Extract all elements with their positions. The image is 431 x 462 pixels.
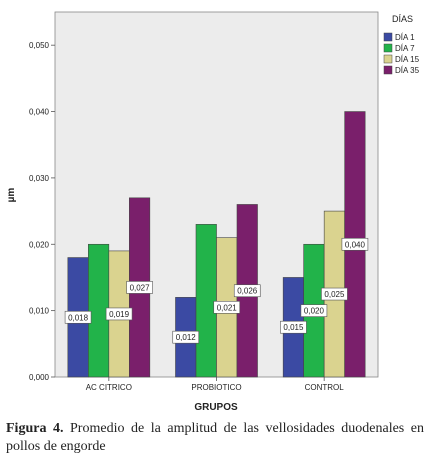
y-tick-label: 0,010 [29,307,50,316]
data-label-box [172,330,200,344]
data-labels-group: 0,018 0,019 0,027 0,012 0,021 0,026 0,0150,020… [64,237,369,344]
bar [195,224,217,378]
bar [88,243,110,378]
y-tick-label: 0,020 [29,240,50,249]
data-label-box [341,237,369,251]
data-label-text: 0,021 [217,303,238,312]
legend-swatch [383,54,393,64]
legend-title: DÍAS [392,14,413,24]
data-label: 0,025 [321,287,348,301]
data-label-text: 0,026 [237,287,258,296]
data-label-text: 0,015 [283,323,304,332]
data-label: 0,026 [233,284,261,298]
caption-text: Promedio de la amplitud de las vellosida… [6,421,424,454]
data-label-box [300,304,328,317]
data-label: 0,040 [341,237,369,251]
x-category-label: CONTROL [305,383,345,392]
data-label-box [64,310,92,324]
data-label-text: 0,040 [345,240,366,249]
data-label-box [126,281,153,294]
data-label-text: 0,018 [68,313,89,322]
legend-label: DÍA 35 [395,66,420,75]
bars-group [67,111,366,378]
x-axis-title: GRUPOS [194,402,238,413]
legend: DÍAS DÍA 1 DÍA 7 DÍA 15 DÍA 35 [383,14,420,75]
data-label: 0,027 [126,281,153,294]
data-label-text: 0,020 [304,307,325,316]
legend-label: DÍA 1 [395,33,415,42]
category-labels-group: AC CITRICO PROBIOTICO CONTROL [86,377,345,392]
y-tick-label: 0,040 [29,108,50,117]
x-category-label: AC CITRICO [86,383,132,392]
y-tick-label: 0,030 [29,174,50,183]
data-label: 0,020 [300,304,328,317]
data-label: 0,019 [105,307,133,321]
data-label-box [233,284,261,298]
data-label-text: 0,025 [324,290,345,299]
y-tick-label: 0,000 [29,373,50,382]
data-label-box [213,301,241,314]
data-label-box [105,307,133,321]
x-category-label: PROBIOTICO [191,383,241,392]
y-tick-label: 0,050 [29,41,50,50]
legend-label: DÍA 7 [395,44,415,53]
legend-label: DÍA 15 [395,55,420,64]
y-axis-title: µm [6,188,17,203]
y-axis: 0,000 0,010 0,020 0,030 0,040 0,050 [29,41,55,382]
data-label-box [280,320,307,334]
caption-prefix: Figura 4. [6,421,64,436]
legend-swatch [383,32,393,42]
legend-swatch [383,65,393,75]
data-label-text: 0,019 [109,310,130,319]
data-label: 0,021 [213,301,241,314]
data-label: 0,015 [280,320,307,334]
legend-swatch [383,43,393,53]
data-label-text: 0,027 [130,283,151,292]
data-label: 0,018 [64,310,92,324]
data-label-text: 0,012 [176,333,197,342]
figure-caption: Figura 4. Promedio de la amplitud de las… [6,420,424,456]
data-label-box [321,287,348,301]
data-label: 0,012 [172,330,200,344]
